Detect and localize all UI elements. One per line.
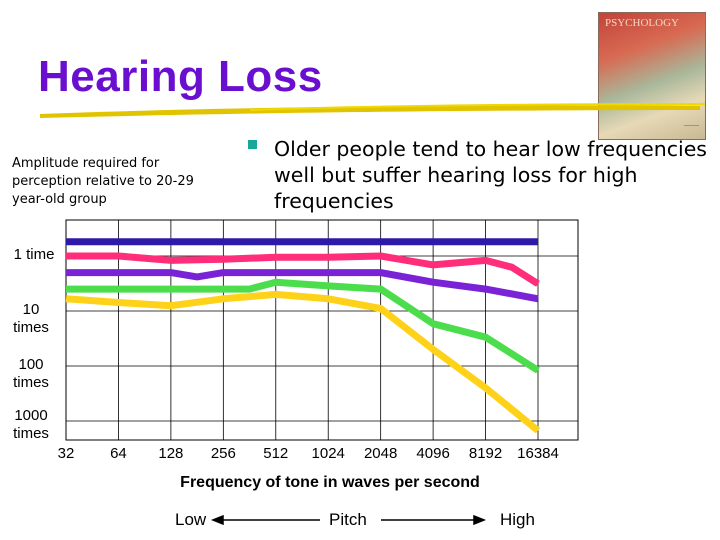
cover-author-mark: ———: [684, 123, 699, 129]
scale-low-label: Low: [175, 510, 207, 529]
bullet-point: Older people tend to hear low frequencie…: [248, 136, 710, 214]
y-axis-title: Amplitude required for perception relati…: [12, 156, 194, 207]
x-tick-label: 256: [211, 445, 236, 462]
series-line-2: [66, 252, 540, 287]
cover-title: PSYCHOLOGY: [605, 17, 679, 29]
x-tick-label: 4096: [416, 445, 449, 462]
x-tick-label: 512: [263, 445, 288, 462]
scale-middle-label: Pitch: [329, 510, 367, 529]
x-axis-title: Frequency of tone in waves per second: [180, 474, 480, 491]
x-tick-label: 32: [58, 445, 75, 462]
y-tick-label: 10 times: [13, 301, 49, 336]
x-tick-label: 1024: [312, 445, 345, 462]
x-tick-label: 8192: [469, 445, 502, 462]
series-line-4: [66, 278, 540, 374]
title-underline-swash: [40, 103, 706, 118]
slide-title: Hearing Loss: [38, 52, 323, 101]
series-line-5: [65, 290, 541, 434]
bullet-text: Older people tend to hear low frequencie…: [274, 137, 707, 213]
y-tick-label: 1 time: [13, 246, 55, 263]
bullet-square-icon: [248, 140, 257, 149]
scale-high-label: High: [500, 510, 535, 529]
series-line-3: [66, 269, 539, 303]
x-tick-label: 64: [110, 445, 127, 462]
y-tick-label: 100 times: [13, 356, 49, 391]
x-tick-label: 2048: [364, 445, 397, 462]
textbook-cover-image: PSYCHOLOGY ———: [598, 12, 706, 140]
y-tick-label: 1000 times: [13, 407, 49, 442]
x-tick-label: 16384: [517, 445, 559, 462]
x-tick-label: 128: [158, 445, 183, 462]
